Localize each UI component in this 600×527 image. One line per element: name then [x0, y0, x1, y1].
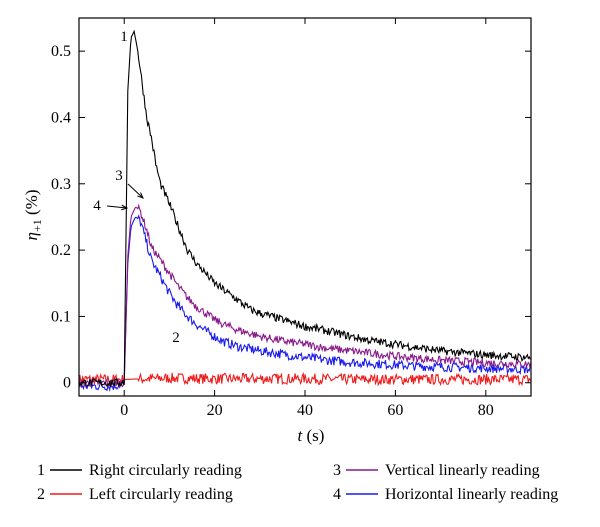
legend-item-3: 3 Vertical linearly reading: [333, 462, 540, 479]
y-axis-label: η+1 (%): [22, 190, 44, 241]
x-tick-label: 0: [120, 402, 128, 419]
legend-number: 4: [333, 486, 341, 503]
legend-item-2: 2 Left circularly reading: [37, 486, 233, 503]
annotation-arrow: [106, 205, 128, 209]
series-line-1: [79, 29, 531, 388]
series-line-4: [79, 214, 531, 392]
series-layer: [79, 29, 531, 392]
legend-label: Right circularly reading: [89, 462, 242, 479]
annotation-layer: 1 2 34: [93, 29, 180, 346]
legend-item-1: 1 Right circularly reading: [37, 462, 242, 479]
axis-layer: 0 20 40 60 80 0 0.1 0.2 0.3 0.4 0.5 t (s) η+1 (%): [22, 18, 531, 445]
y-tick-label: 0: [63, 375, 71, 392]
legend-label: Vertical linearly reading: [385, 462, 540, 479]
legend-number: 3: [333, 462, 341, 479]
annotation-arrow: [127, 183, 144, 199]
x-tick-label: 80: [478, 402, 494, 419]
x-tick-label: 20: [207, 402, 223, 419]
legend-number: 1: [37, 462, 45, 479]
legend-label: Left circularly reading: [89, 486, 233, 503]
x-tick-label: 40: [297, 402, 313, 419]
legend: 1 Right circularly reading 2 Left circularl…: [37, 462, 558, 503]
y-tick-label: 0.5: [51, 43, 71, 60]
x-axis-label: t (s): [298, 426, 325, 445]
y-tick-label: 0.2: [51, 242, 71, 259]
legend-number: 2: [37, 486, 45, 503]
legend-label: Horizontal linearly reading: [385, 486, 558, 503]
series-annotation-4: 4: [93, 198, 101, 214]
y-tick-label: 0.4: [51, 109, 71, 126]
series-annotation-1: 1: [120, 29, 128, 45]
series-line-3: [79, 203, 531, 388]
x-tick-label: 60: [387, 402, 403, 419]
y-tick-label: 0.3: [51, 176, 71, 193]
series-annotation-2: 2: [172, 330, 180, 346]
series-annotation-3: 3: [115, 168, 123, 184]
annotation-arrowhead: [137, 192, 144, 199]
y-tick-label: 0.1: [51, 308, 71, 325]
annotation-arrowhead: [121, 204, 129, 211]
series-line-2: [79, 371, 531, 387]
legend-item-4: 4 Horizontal linearly reading: [333, 486, 558, 503]
